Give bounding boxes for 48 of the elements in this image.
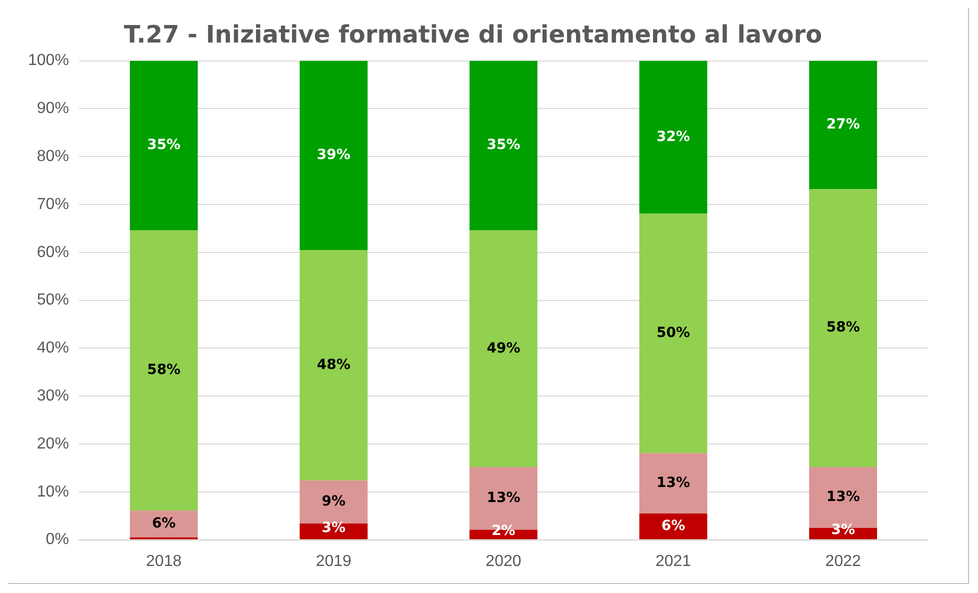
data-label: 13% xyxy=(826,489,860,506)
bar xyxy=(130,510,198,538)
bar xyxy=(809,60,878,190)
y-tick-label: 20% xyxy=(36,435,69,452)
data-label: 6% xyxy=(152,516,176,532)
bar xyxy=(130,230,198,511)
y-tick-label: 60% xyxy=(36,244,69,261)
x-tick-label: 2022 xyxy=(825,552,861,570)
bar xyxy=(809,189,878,467)
bar xyxy=(639,214,708,454)
data-label: 58% xyxy=(147,362,181,378)
y-tick-label: 0% xyxy=(46,531,69,548)
bar xyxy=(300,250,368,480)
y-tick-label: 90% xyxy=(36,100,69,118)
data-label: 13% xyxy=(656,474,690,491)
data-label: 9% xyxy=(322,494,346,510)
bar xyxy=(639,60,708,214)
x-tick-label: 2020 xyxy=(486,552,522,570)
bar xyxy=(470,230,538,467)
data-label: 13% xyxy=(486,490,520,506)
data-label: 58% xyxy=(826,320,860,336)
data-label: 48% xyxy=(316,356,350,373)
x-tick-label: 2018 xyxy=(146,552,182,570)
data-label: 32% xyxy=(656,128,690,145)
y-tick-label: 50% xyxy=(36,292,69,309)
y-tick-label: 40% xyxy=(36,340,69,357)
bar xyxy=(300,60,368,250)
bar xyxy=(470,60,538,230)
bar xyxy=(130,60,198,230)
data-label: 35% xyxy=(147,137,181,154)
bar xyxy=(639,453,708,514)
data-label: 49% xyxy=(486,340,520,356)
data-label: 6% xyxy=(661,518,686,534)
data-label: 3% xyxy=(322,520,346,536)
x-tick-label: 2021 xyxy=(655,552,692,570)
chart-title: T.27 - Iniziative formative di orientamento al lavoro xyxy=(124,20,822,49)
data-label: 39% xyxy=(316,147,350,164)
y-tick-label: 100% xyxy=(28,52,69,70)
bar xyxy=(639,513,708,540)
data-label: 35% xyxy=(486,137,520,154)
y-tick-label: 10% xyxy=(36,483,69,500)
x-tick-label: 2019 xyxy=(316,552,352,570)
y-tick-label: 80% xyxy=(36,148,69,166)
bar xyxy=(300,524,368,540)
y-tick-label: 70% xyxy=(36,196,69,213)
data-label: 50% xyxy=(656,324,690,341)
y-tick-label: 30% xyxy=(36,388,69,405)
data-label: 27% xyxy=(826,116,860,133)
